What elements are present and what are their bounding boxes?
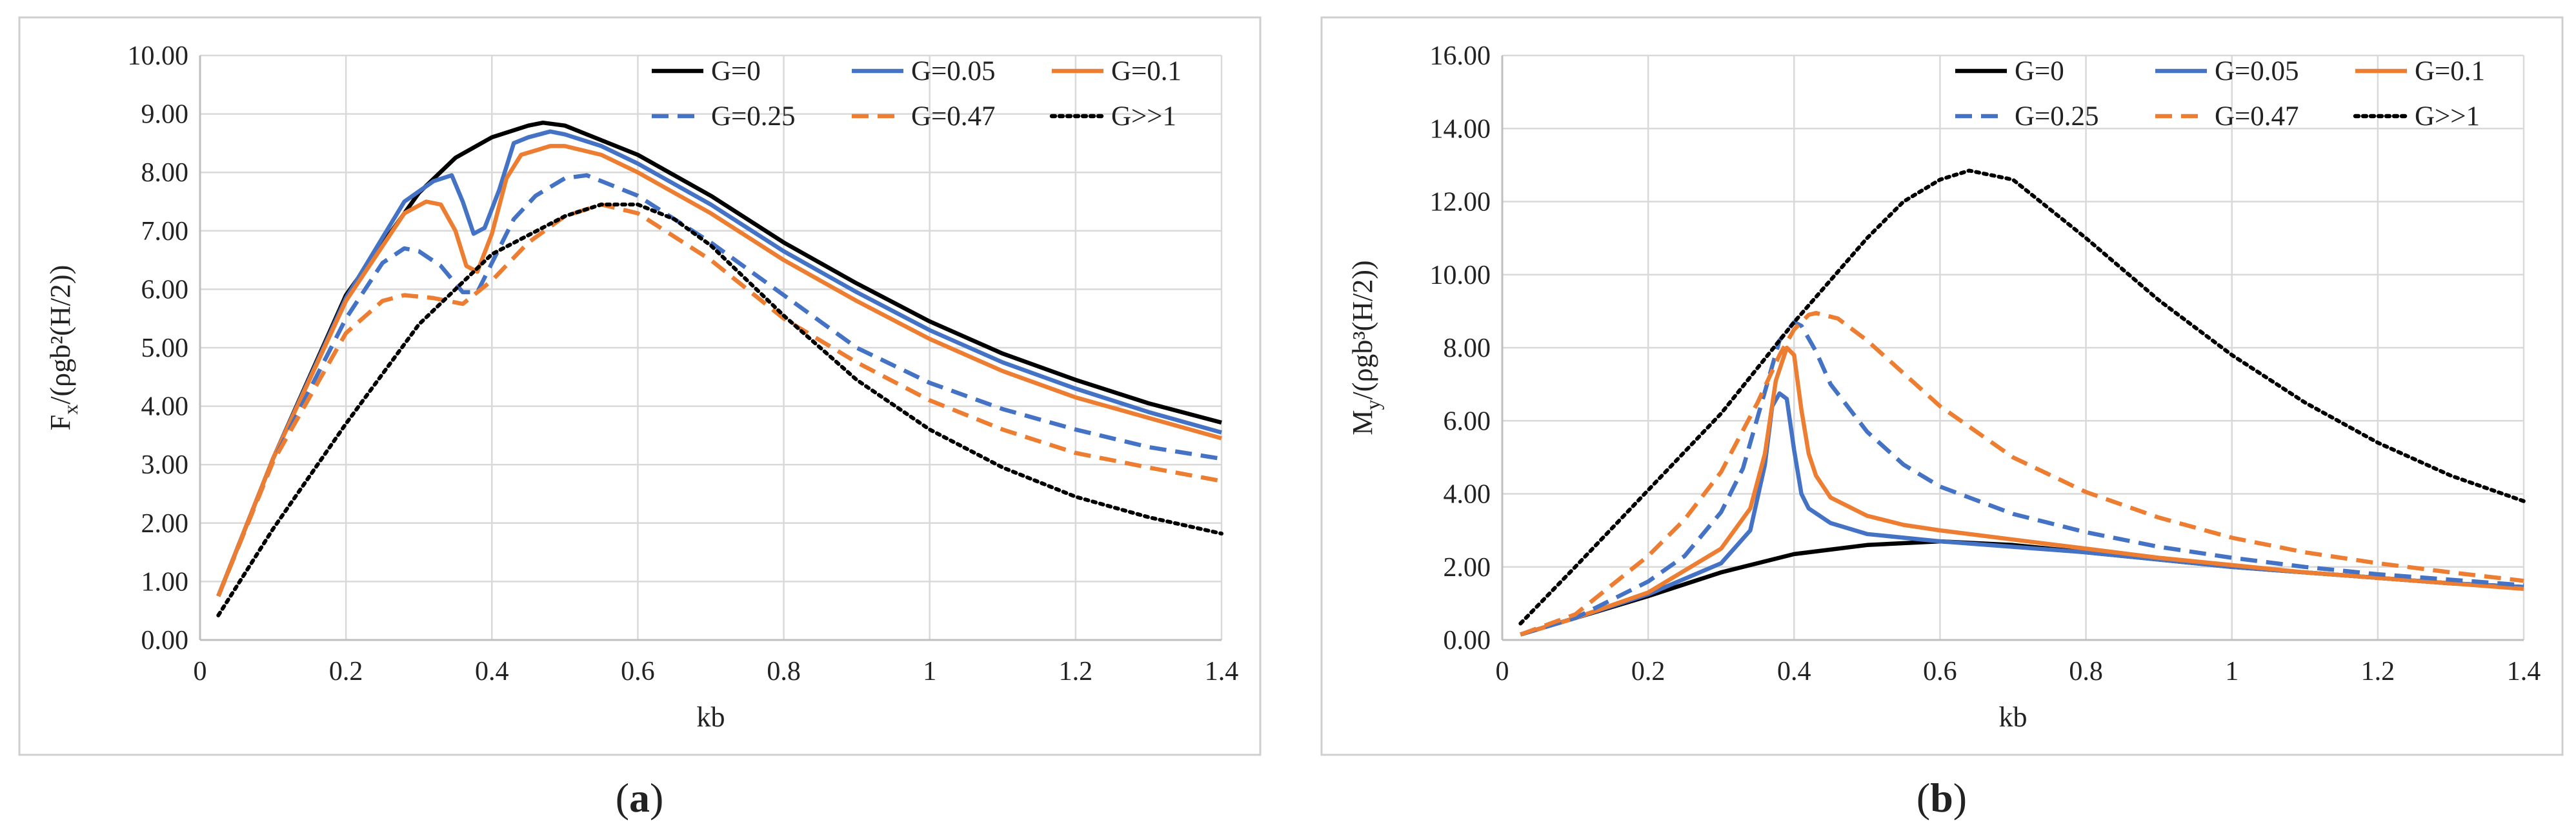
- chart-b-series-G=0.47: [1520, 310, 2524, 637]
- chart-a-legend-label-2: G=0.1: [1111, 56, 1182, 86]
- caption-b: (b): [1917, 775, 1967, 821]
- chart-b-ytick-label-0: 0.00: [1444, 626, 1491, 655]
- chart-b-series-G=0.1: [1520, 345, 2524, 637]
- chart-a-xtick-label-5: 1: [923, 657, 936, 686]
- chart-a-legend-label-1: G=0.05: [911, 56, 996, 86]
- chart-b-xtick-label-1: 0.2: [1631, 657, 1665, 686]
- chart-a-legend-label-4: G=0.47: [911, 101, 996, 132]
- chart-b-legend-label-5: G>>1: [2415, 101, 2480, 132]
- chart-b-y-title-main: M: [1347, 410, 1378, 435]
- chart-a-y-title-sub: x: [59, 405, 82, 415]
- chart-a-xtick-label-1: 0.2: [329, 657, 363, 686]
- chart-b-legend-label-1: G=0.05: [2215, 56, 2299, 86]
- chart-b-xtick-label-2: 0.4: [1777, 657, 1811, 686]
- chart-a-xtick-label-0: 0: [194, 657, 207, 686]
- chart-a-ytick-label-1: 1.00: [141, 567, 189, 597]
- chart-a-frame: [18, 16, 1262, 756]
- chart-a-ytick-label-4: 4.00: [141, 392, 189, 422]
- chart-b-xtick-label-0: 0: [1496, 657, 1509, 686]
- chart-a-xtick-label-6: 1.2: [1059, 657, 1093, 686]
- chart-a-x-title: kb: [697, 701, 725, 733]
- chart-a-y-title-main: F: [45, 415, 76, 430]
- chart-a-ytick-label-7: 7.00: [141, 217, 189, 246]
- chart-b-ytick-label-3: 6.00: [1444, 406, 1491, 436]
- chart-b-y-title-rest: /(ρgb³(H/2)): [1347, 260, 1378, 399]
- chart-a-legend-label-3: G=0.25: [711, 101, 796, 132]
- chart-a-ytick-label-0: 0.00: [141, 626, 189, 655]
- chart-a-series-G=0.1: [216, 144, 1222, 597]
- chart-a-xtick-label-7: 1.4: [1205, 657, 1239, 686]
- chart-b-legend-label-0: G=0: [2015, 56, 2064, 86]
- chart-a-ytick-label-10: 10.00: [128, 41, 189, 71]
- caption-a: (a): [616, 775, 664, 821]
- chart-b: 0.00 2.00 4.00 6.00 8.00 10.00 12.00 14.00 16.00…: [1347, 41, 2541, 733]
- chart-a-series-G=0.05: [216, 129, 1222, 597]
- chart-b-xtick-label-4: 0.8: [2069, 657, 2103, 686]
- chart-a-series-G>>1: [216, 203, 1223, 617]
- chart-a-ytick-label-5: 5.00: [141, 334, 189, 363]
- chart-a-xtick-label-3: 0.6: [621, 657, 655, 686]
- chart-b-xtick-label-3: 0.6: [1923, 657, 1957, 686]
- chart-a-ytick-label-9: 9.00: [141, 100, 189, 130]
- chart-b-xtick-label-7: 1.4: [2507, 657, 2541, 686]
- chart-b-ytick-label-7: 14.00: [1430, 114, 1491, 144]
- chart-b-x-title: kb: [1999, 701, 2028, 733]
- chart-a-xtick-label-4: 0.8: [767, 657, 801, 686]
- chart-b-y-title: My/(ρgb³(H/2)): [1347, 260, 1384, 435]
- chart-a-ytick-label-6: 6.00: [141, 275, 189, 305]
- chart-b-xtick-label-5: 1: [2225, 657, 2239, 686]
- chart-b-ytick-label-2: 4.00: [1444, 480, 1491, 510]
- chart-a-xtick-label-2: 0.4: [475, 657, 509, 686]
- chart-a-y-title: Fx/(ρgb²(H/2)): [45, 265, 82, 430]
- chart-a-series-G=0.25: [216, 173, 1222, 597]
- chart-a: 0.00 1.00 2.00 3.00 4.00 5.00 6.00 7.00 8.00 9.00…: [45, 41, 1238, 733]
- chart-b-ytick-label-8: 16.00: [1430, 41, 1491, 71]
- chart-b-legend-label-3: G=0.25: [2015, 101, 2099, 132]
- chart-b-legend-label-4: G=0.47: [2215, 101, 2299, 132]
- chart-a-legend-label-5: G>>1: [1111, 101, 1176, 132]
- chart-b-ytick-label-6: 12.00: [1430, 188, 1491, 217]
- chart-b-ytick-label-4: 8.00: [1444, 334, 1491, 363]
- chart-b-series-G>>1: [1518, 168, 2526, 626]
- chart-b-xtick-label-6: 1.2: [2361, 657, 2395, 686]
- chart-b-series-G=0.25: [1520, 320, 2524, 637]
- chart-b-ytick-label-1: 2.00: [1444, 553, 1491, 583]
- chart-b-ytick-label-5: 10.00: [1430, 261, 1491, 290]
- chart-a-y-title-rest: /(ρgb²(H/2)): [45, 265, 76, 405]
- chart-a-ytick-label-8: 8.00: [141, 158, 189, 188]
- chart-b-legend-label-2: G=0.1: [2415, 56, 2485, 86]
- chart-a-ytick-label-2: 2.00: [141, 509, 189, 539]
- chart-a-ytick-label-3: 3.00: [141, 450, 189, 480]
- chart-a-legend-label-0: G=0: [711, 56, 761, 86]
- chart-b-y-title-sub: y: [1361, 399, 1384, 410]
